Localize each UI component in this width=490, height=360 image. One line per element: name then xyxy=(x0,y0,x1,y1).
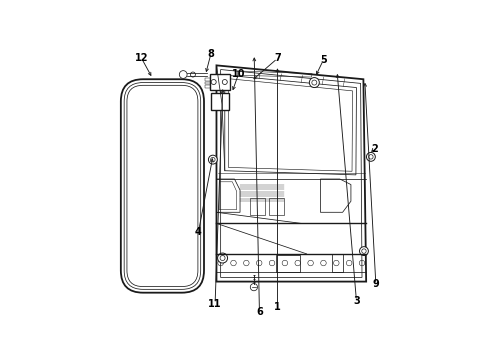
Text: 3: 3 xyxy=(353,296,360,306)
FancyBboxPatch shape xyxy=(211,93,229,110)
Circle shape xyxy=(367,152,375,161)
FancyBboxPatch shape xyxy=(205,78,210,81)
Circle shape xyxy=(360,247,368,256)
Circle shape xyxy=(191,72,196,77)
Text: 10: 10 xyxy=(232,69,245,79)
Text: 2: 2 xyxy=(371,144,378,153)
FancyBboxPatch shape xyxy=(205,82,210,84)
FancyBboxPatch shape xyxy=(205,85,210,88)
Circle shape xyxy=(179,71,187,78)
Circle shape xyxy=(309,77,319,87)
FancyBboxPatch shape xyxy=(210,74,230,90)
Circle shape xyxy=(250,284,258,291)
Text: 8: 8 xyxy=(207,49,214,59)
Text: 1: 1 xyxy=(274,302,281,311)
Polygon shape xyxy=(225,75,356,175)
Text: 7: 7 xyxy=(274,53,281,63)
Circle shape xyxy=(208,155,217,164)
Text: 5: 5 xyxy=(320,55,326,66)
Circle shape xyxy=(222,80,227,85)
Circle shape xyxy=(218,253,227,263)
Text: 4: 4 xyxy=(195,227,202,237)
Text: 9: 9 xyxy=(372,279,379,289)
Circle shape xyxy=(211,80,216,85)
Text: 12: 12 xyxy=(135,53,148,63)
Text: 11: 11 xyxy=(208,299,222,309)
Text: 6: 6 xyxy=(256,307,263,317)
